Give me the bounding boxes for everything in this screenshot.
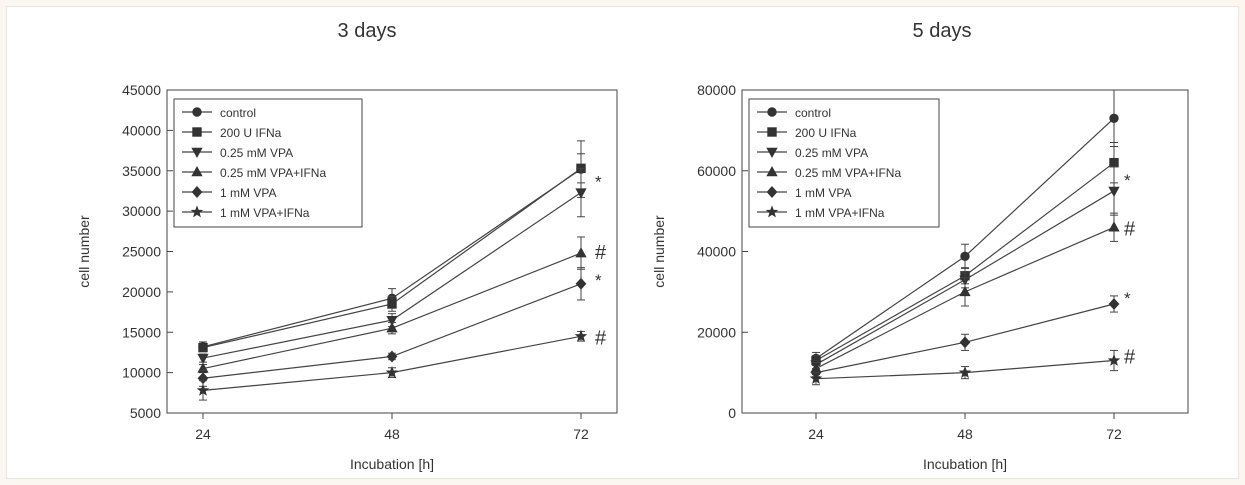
chart-1-legend-label: 1 mM VPA [220, 186, 276, 200]
chart-1-point [386, 322, 398, 333]
chart-2-legend-marker [767, 127, 777, 137]
chart-2-point [1107, 353, 1121, 366]
chart-2-legend [748, 98, 940, 228]
chart-2-title: 5 days [913, 20, 972, 42]
chart-1-annotation: * [595, 173, 602, 192]
figure-panel: 3 days 5000 10000 15000 20000 25000 30000 35000… [6, 6, 1239, 479]
chart-1-point [197, 353, 209, 365]
chart-2-legend-marker [766, 165, 778, 177]
chart-2-ytick-label: 0 [728, 405, 736, 421]
chart-1-point [386, 350, 398, 363]
chart-2-point [960, 251, 970, 262]
chart-1-ylabel: cell number [76, 215, 92, 288]
chart-1-legend-label: control [220, 106, 256, 120]
chart-1-title: 3 days [338, 20, 397, 42]
chart-1-annotation: # [595, 242, 607, 264]
chart-2-point [959, 285, 971, 297]
chart-1-xtick-label: 48 [384, 426, 400, 442]
chart-2-point [958, 365, 972, 378]
chart-1-ytick-label: 10000 [122, 365, 161, 381]
chart-2-legend-label: control [795, 106, 831, 120]
chart-2-point [1108, 298, 1120, 310]
chart-1-point [198, 342, 208, 353]
chart-1-ytick-label: 40000 [122, 122, 161, 138]
chart-1-legend [173, 98, 363, 228]
chart-1-ytick-label: 20000 [122, 284, 161, 300]
chart-1-legend-label: 1 mM VPA+IFNa [220, 206, 310, 220]
chart-2-legend-label: 1 mM VPA [795, 186, 851, 200]
chart-2-legend-marker [767, 107, 777, 117]
chart-2-point [1109, 113, 1119, 123]
chart-2-xlabel: Incubation [h] [923, 456, 1007, 472]
chart-2-legend-label: 0.25 mM VPA [795, 146, 868, 160]
chart-1-ytick-label: 25000 [122, 244, 161, 260]
chart-1-ytick-label: 5000 [130, 405, 161, 421]
chart-1-ytick-label: 30000 [122, 203, 161, 219]
chart-1-legend-label: 0.25 mM VPA [220, 146, 293, 160]
chart-2-point [959, 336, 971, 349]
chart-1-ytick-label: 35000 [122, 163, 161, 179]
chart-2-annotation: * [1124, 171, 1131, 190]
chart-2-annotation: * [1124, 289, 1131, 308]
chart-2-point [1109, 157, 1119, 168]
chart-2-point [1108, 186, 1120, 197]
chart-1-legend-marker [190, 205, 204, 218]
chart-1-point [385, 365, 399, 378]
chart-1-legend-label: 200 U IFNa [220, 126, 282, 140]
chart-2-legend-marker [766, 186, 778, 198]
chart-1-point [574, 329, 588, 342]
chart-1-ytick-label: 45000 [122, 82, 161, 98]
chart-2-legend-label: 0.25 mM VPA+IFNa [795, 166, 901, 180]
chart-1-point [196, 383, 210, 396]
chart-1-legend-marker [191, 147, 203, 159]
chart-2-annotation: # [1124, 218, 1136, 240]
chart-2-xtick-label: 24 [808, 426, 824, 442]
chart-1-point [575, 188, 587, 199]
chart-2-ylabel: cell number [651, 215, 667, 288]
chart-1-point [575, 247, 587, 258]
chart-1-annotation: # [595, 327, 607, 349]
chart-1-xtick-label: 24 [195, 426, 211, 442]
chart-2-point [809, 372, 823, 385]
chart-2-point [1108, 221, 1120, 232]
chart-2-legend-marker [766, 147, 778, 159]
chart-1-legend-marker [192, 127, 202, 137]
chart-1-xlabel: Incubation [h] [350, 456, 434, 472]
chart-2-legend-label: 200 U IFNa [795, 126, 857, 140]
chart-1-ytick-label: 15000 [122, 324, 161, 340]
chart-1-point [386, 315, 398, 327]
chart-1-annotation: * [595, 271, 602, 290]
chart-svg: 3 days 5000 10000 15000 20000 25000 30000 35000… [76, 20, 1189, 472]
chart-1-point [387, 299, 397, 309]
chart-2-xtick-label: 48 [957, 426, 973, 442]
chart-2-ytick-label: 60000 [697, 163, 736, 179]
chart-2-ytick-label: 40000 [697, 244, 736, 260]
chart-2-xtick-label: 72 [1106, 426, 1122, 442]
chart-2-annotation: # [1124, 347, 1136, 369]
chart-1-xtick-label: 72 [573, 426, 589, 442]
chart-1-legend-marker [191, 186, 203, 198]
chart-2-legend-label: 1 mM VPA+IFNa [795, 206, 885, 220]
chart-2-ytick-label: 80000 [697, 82, 736, 98]
chart-1-series-line [202, 335, 582, 391]
chart-2-legend-marker [765, 205, 779, 218]
chart-1-point [575, 277, 587, 290]
chart-1-legend-label: 0.25 mM VPA+IFNa [220, 166, 326, 180]
chart-2-ytick-label: 20000 [697, 324, 736, 340]
chart-1-legend-marker [192, 107, 202, 117]
chart-1-legend-marker [191, 165, 203, 177]
